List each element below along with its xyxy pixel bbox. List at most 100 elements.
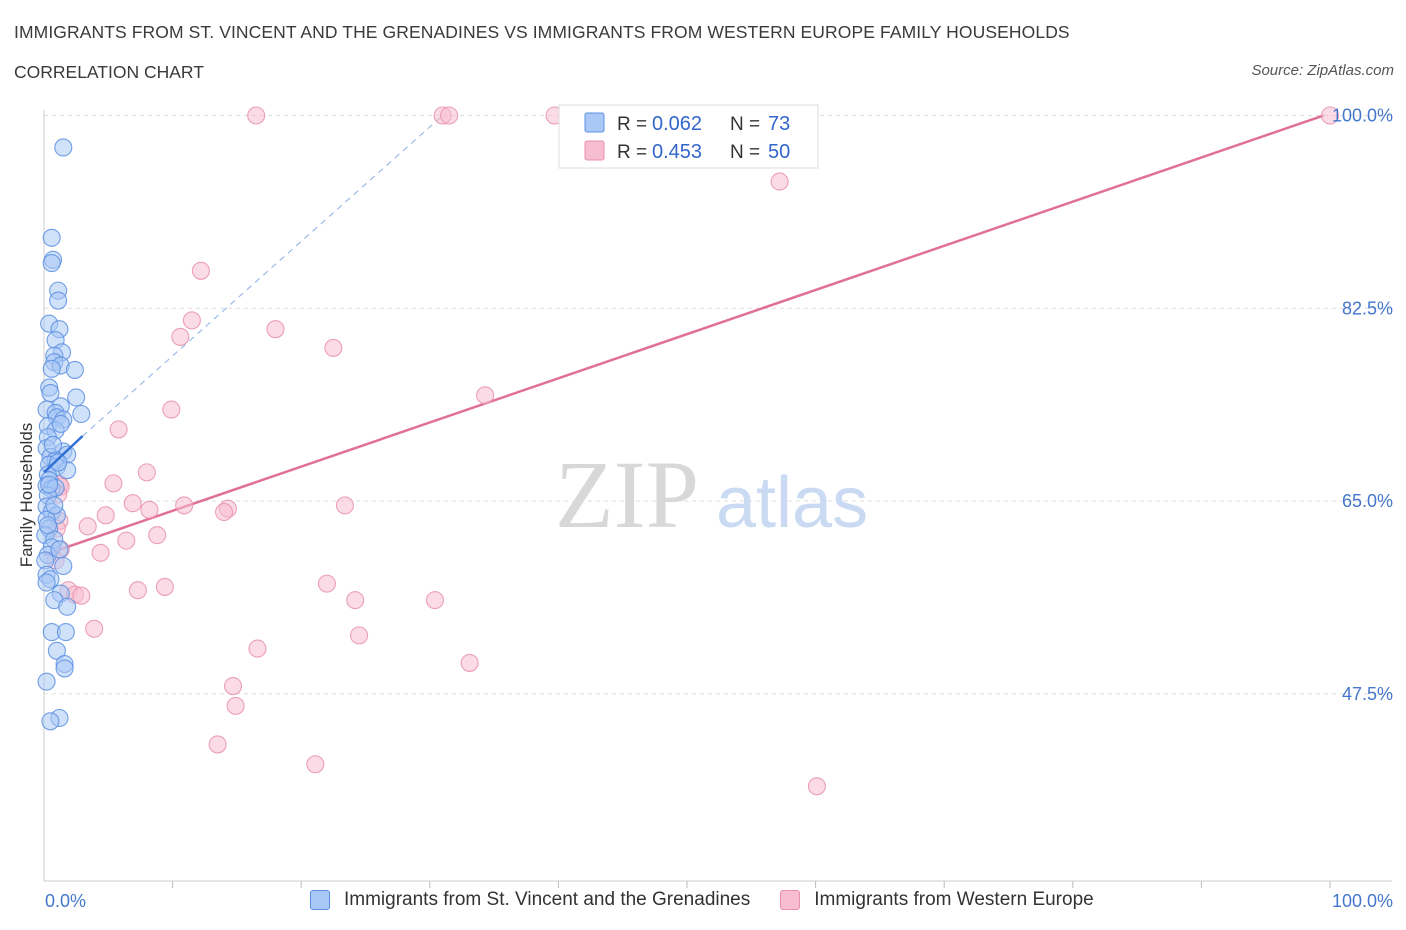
data-points bbox=[36, 106, 1340, 796]
y-tick-label: 47.5% bbox=[1342, 684, 1393, 704]
point-western-europe bbox=[191, 261, 210, 280]
point-western-europe bbox=[350, 626, 369, 645]
y-tick-label: 82.5% bbox=[1342, 298, 1393, 318]
point-western-europe bbox=[162, 400, 181, 419]
point-st-vincent bbox=[56, 623, 75, 642]
point-western-europe bbox=[117, 531, 136, 550]
trend-lines bbox=[43, 114, 1324, 557]
point-st-vincent bbox=[65, 360, 84, 379]
point-st-vincent bbox=[55, 659, 74, 678]
point-western-europe bbox=[317, 574, 336, 593]
legend-item-st-vincent: Immigrants from St. Vincent and the Gren… bbox=[310, 889, 750, 911]
point-western-europe bbox=[104, 474, 123, 493]
x-axis-ticks bbox=[172, 881, 1331, 888]
legend: Immigrants from St. Vincent and the Gren… bbox=[310, 889, 1124, 911]
point-western-europe bbox=[85, 619, 104, 638]
point-western-europe bbox=[175, 496, 194, 515]
point-western-europe bbox=[155, 577, 174, 596]
point-st-vincent bbox=[40, 475, 59, 494]
watermark-atlas: atlas bbox=[716, 463, 868, 543]
x-tick-label-min: 0.0% bbox=[45, 891, 86, 911]
point-st-vincent bbox=[49, 453, 68, 472]
stats-n-value-blue: 73 bbox=[768, 113, 790, 135]
point-st-vincent bbox=[54, 138, 73, 157]
point-western-europe bbox=[78, 517, 97, 536]
point-st-vincent bbox=[42, 359, 61, 378]
point-st-vincent bbox=[43, 435, 63, 454]
legend-label-st-vincent: Immigrants from St. Vincent and the Gren… bbox=[344, 889, 751, 910]
point-western-europe bbox=[91, 543, 110, 562]
stats-n-label-pink: N = bbox=[730, 142, 760, 163]
point-st-vincent bbox=[58, 597, 77, 616]
point-western-europe bbox=[335, 496, 354, 515]
point-western-europe bbox=[109, 420, 128, 439]
stats-swatch-pink bbox=[584, 140, 605, 161]
legend-item-western-europe: Immigrants from Western Europe bbox=[780, 889, 1094, 911]
point-western-europe bbox=[123, 494, 142, 513]
point-western-europe bbox=[96, 506, 115, 525]
point-st-vincent bbox=[72, 404, 91, 424]
y-tick-labels: 47.5% 65.0% 82.5% 100.0% bbox=[1332, 106, 1393, 704]
point-western-europe bbox=[171, 327, 190, 346]
stats-n-label-blue: N = bbox=[730, 114, 760, 135]
point-st-vincent bbox=[49, 291, 68, 310]
point-st-vincent bbox=[54, 556, 73, 576]
chart-subtitle: CORRELATION CHART bbox=[14, 62, 204, 82]
point-western-europe bbox=[226, 696, 245, 715]
point-st-vincent bbox=[37, 672, 56, 691]
watermark-zip: ZIP bbox=[555, 441, 699, 548]
point-st-vincent bbox=[42, 228, 61, 247]
watermark: ZIP atlas bbox=[555, 441, 868, 548]
point-western-europe bbox=[770, 172, 789, 191]
trend-line-st-vincent bbox=[43, 435, 84, 474]
point-western-europe bbox=[306, 755, 325, 774]
stats-r-label-blue: R = bbox=[617, 114, 647, 135]
point-western-europe bbox=[440, 106, 459, 125]
point-st-vincent bbox=[38, 516, 57, 535]
point-st-vincent bbox=[45, 496, 64, 515]
point-western-europe bbox=[425, 591, 444, 610]
y-axis-label: Family Households bbox=[17, 423, 36, 568]
point-western-europe bbox=[182, 311, 201, 330]
point-western-europe bbox=[248, 639, 267, 658]
point-western-europe bbox=[208, 735, 227, 754]
y-tick-label: 65.0% bbox=[1342, 491, 1393, 511]
stats-n-value-pink: 50 bbox=[768, 141, 790, 163]
legend-swatch-blue bbox=[310, 890, 330, 910]
point-st-vincent bbox=[42, 254, 61, 273]
stats-r-label-pink: R = bbox=[617, 142, 647, 163]
point-western-europe bbox=[266, 320, 285, 339]
point-western-europe bbox=[128, 581, 147, 600]
point-western-europe bbox=[72, 586, 91, 605]
gridlines bbox=[44, 115, 1392, 695]
point-st-vincent bbox=[67, 388, 86, 407]
point-western-europe bbox=[346, 591, 365, 610]
stats-r-value-blue: 0.062 bbox=[652, 113, 702, 135]
chart-title: IMMIGRANTS FROM ST. VINCENT AND THE GREN… bbox=[14, 22, 1070, 42]
point-western-europe bbox=[807, 777, 826, 796]
point-st-vincent bbox=[37, 573, 56, 592]
point-western-europe bbox=[476, 386, 495, 405]
point-western-europe bbox=[137, 463, 156, 482]
stats-box: R = 0.062 N = 73 R = 0.453 N = 50 bbox=[558, 104, 819, 169]
point-western-europe bbox=[247, 106, 266, 125]
point-st-vincent bbox=[51, 414, 70, 433]
point-western-europe bbox=[324, 338, 343, 357]
point-western-europe bbox=[148, 526, 167, 545]
point-western-europe bbox=[223, 676, 243, 696]
point-western-europe bbox=[214, 502, 234, 522]
trend-line-st-vincent-extension bbox=[82, 115, 444, 437]
point-western-europe bbox=[1320, 106, 1340, 125]
legend-swatch-pink bbox=[780, 890, 801, 910]
point-st-vincent bbox=[50, 540, 69, 559]
point-st-vincent bbox=[41, 712, 60, 731]
stats-r-value-pink: 0.453 bbox=[652, 141, 702, 163]
x-tick-label-max: 100.0% bbox=[1332, 891, 1393, 911]
trend-line-western-europe bbox=[43, 114, 1324, 557]
y-tick-label: 100.0% bbox=[1332, 106, 1393, 126]
source-label: Source: ZipAtlas.com bbox=[1251, 62, 1394, 79]
point-western-europe bbox=[460, 653, 479, 672]
stats-swatch-blue bbox=[584, 112, 605, 133]
legend-label-western-europe: Immigrants from Western Europe bbox=[814, 889, 1094, 910]
